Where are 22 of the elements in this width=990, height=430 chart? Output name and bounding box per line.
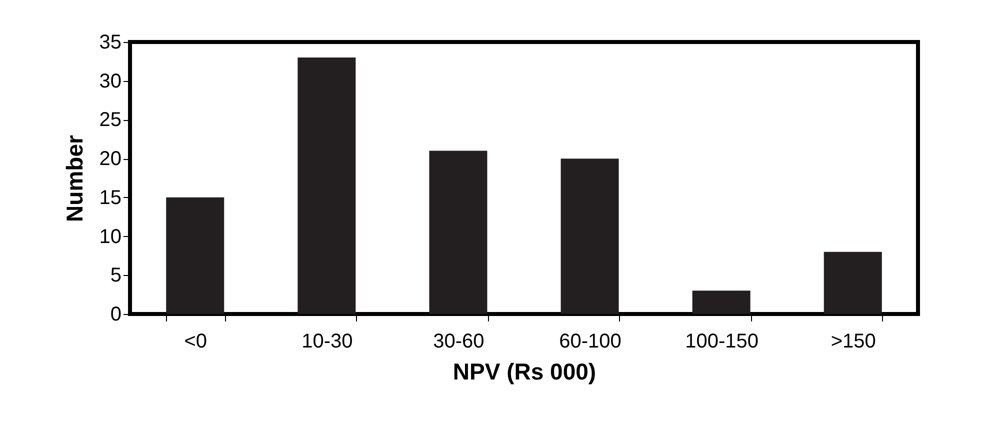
y-tick-label: 0 [110, 304, 122, 326]
x-axis-title: NPV (Rs 000) [452, 358, 596, 384]
x-tick-label: <0 [184, 330, 208, 352]
y-tick-label: 30 [99, 70, 122, 92]
bar [298, 58, 356, 314]
y-tick-label: 35 [99, 32, 122, 54]
x-tick-label: 10-30 [302, 330, 353, 352]
bar [166, 197, 224, 314]
x-tick-label: 100-150 [685, 330, 759, 352]
y-tick-label: 25 [99, 109, 122, 132]
x-tick-label: 30-60 [433, 330, 484, 352]
y-tick-label: 5 [110, 264, 122, 287]
bar [692, 290, 750, 314]
x-tick-label: >150 [830, 330, 876, 352]
y-tick-label: 15 [99, 186, 122, 209]
bar [824, 252, 882, 314]
x-tick-label: 60-100 [559, 330, 622, 352]
y-tick-label: 20 [99, 148, 122, 170]
bar [560, 158, 619, 314]
bar [429, 150, 488, 314]
y-axis-title: Number [61, 135, 88, 222]
y-tick-label: 10 [99, 226, 122, 248]
